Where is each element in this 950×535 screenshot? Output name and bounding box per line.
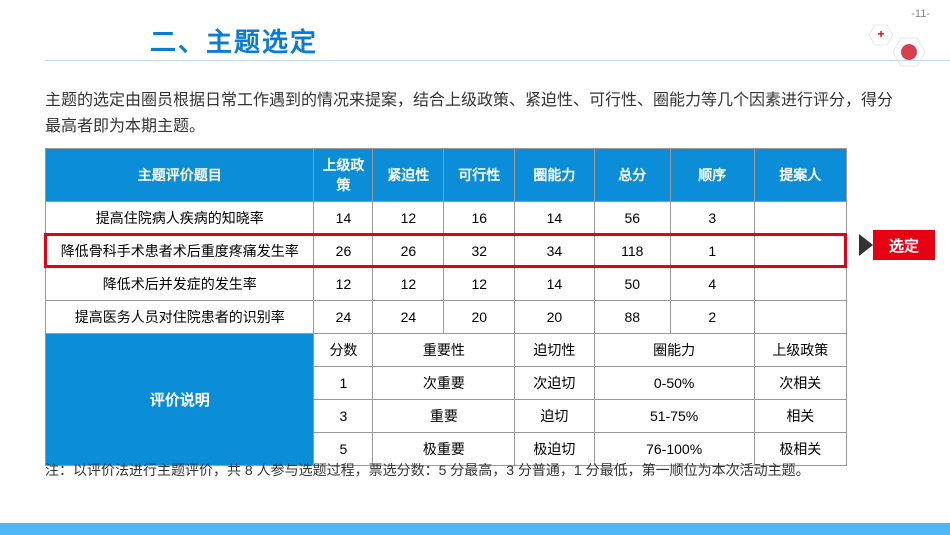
table-row: 降低骨科手术患者术后重度疼痛发生率262632341181 [46,235,847,268]
col-header: 圈能力 [515,149,594,202]
value-cell: 2 [670,301,754,334]
topic-cell: 降低骨科手术患者术后重度疼痛发生率 [46,235,314,268]
value-cell: 12 [444,268,515,301]
value-cell: 118 [594,235,670,268]
value-cell: 20 [444,301,515,334]
eval-head: 重要性 [373,334,515,367]
topic-cell: 提高住院病人疾病的知晓率 [46,202,314,235]
eval-cell: 51-75% [594,400,754,433]
eval-head: 上级政策 [754,334,846,367]
eval-cell: 相关 [754,400,846,433]
eval-label: 评价说明 [46,334,314,466]
value-cell: 34 [515,235,594,268]
value-cell: 26 [373,235,444,268]
eval-cell: 次相关 [754,367,846,400]
col-header: 顺序 [670,149,754,202]
value-cell: 12 [373,202,444,235]
value-cell: 56 [594,202,670,235]
value-cell [754,235,846,268]
col-header: 总分 [594,149,670,202]
arrow-icon [859,234,873,256]
value-cell: 24 [314,301,373,334]
value-cell: 16 [444,202,515,235]
value-cell: 12 [314,268,373,301]
eval-head: 圈能力 [594,334,754,367]
topic-cell: 降低术后并发症的发生率 [46,268,314,301]
svg-text:+: + [877,27,884,41]
section-title: 二、主题选定 [150,22,318,59]
value-cell: 20 [515,301,594,334]
value-cell: 14 [515,268,594,301]
eval-cell: 0-50% [594,367,754,400]
col-header: 主题评价题目 [46,149,314,202]
value-cell: 1 [670,235,754,268]
evaluation-table: 主题评价题目上级政策紧迫性可行性圈能力总分顺序提案人提高住院病人疾病的知晓率14… [45,148,847,466]
table-row: 提高医务人员对住院患者的识别率24242020882 [46,301,847,334]
eval-head: 分数 [314,334,373,367]
value-cell: 3 [670,202,754,235]
col-header: 可行性 [444,149,515,202]
page-number: -11- [911,8,930,20]
topic-cell: 提高医务人员对住院患者的识别率 [46,301,314,334]
value-cell [754,268,846,301]
value-cell: 14 [314,202,373,235]
eval-cell: 次迫切 [515,367,594,400]
value-cell: 32 [444,235,515,268]
eval-cell: 次重要 [373,367,515,400]
value-cell: 26 [314,235,373,268]
eval-cell: 重要 [373,400,515,433]
value-cell: 4 [670,268,754,301]
title-divider [45,60,950,61]
col-header: 上级政策 [314,149,373,202]
value-cell [754,202,846,235]
intro-text: 主题的选定由圈员根据日常工作遇到的情况来提案，结合上级政策、紧迫性、可行性、圈能… [45,88,905,139]
eval-cell: 1 [314,367,373,400]
eval-cell: 3 [314,400,373,433]
selected-badge: 选定 [873,230,935,260]
footnote-text: 注：以评价法进行主题评价，共 8 人参与选题过程，票选分数：5 分最高，3 分普… [45,460,905,480]
value-cell: 24 [373,301,444,334]
table-row: 降低术后并发症的发生率12121214504 [46,268,847,301]
value-cell: 12 [373,268,444,301]
eval-head: 迫切性 [515,334,594,367]
value-cell: 14 [515,202,594,235]
table-row: 提高住院病人疾病的知晓率14121614563 [46,202,847,235]
value-cell: 88 [594,301,670,334]
col-header: 紧迫性 [373,149,444,202]
col-header: 提案人 [754,149,846,202]
value-cell: 50 [594,268,670,301]
value-cell [754,301,846,334]
eval-cell: 迫切 [515,400,594,433]
bottom-bar [0,523,950,535]
decorative-hexagons: + [865,20,935,80]
